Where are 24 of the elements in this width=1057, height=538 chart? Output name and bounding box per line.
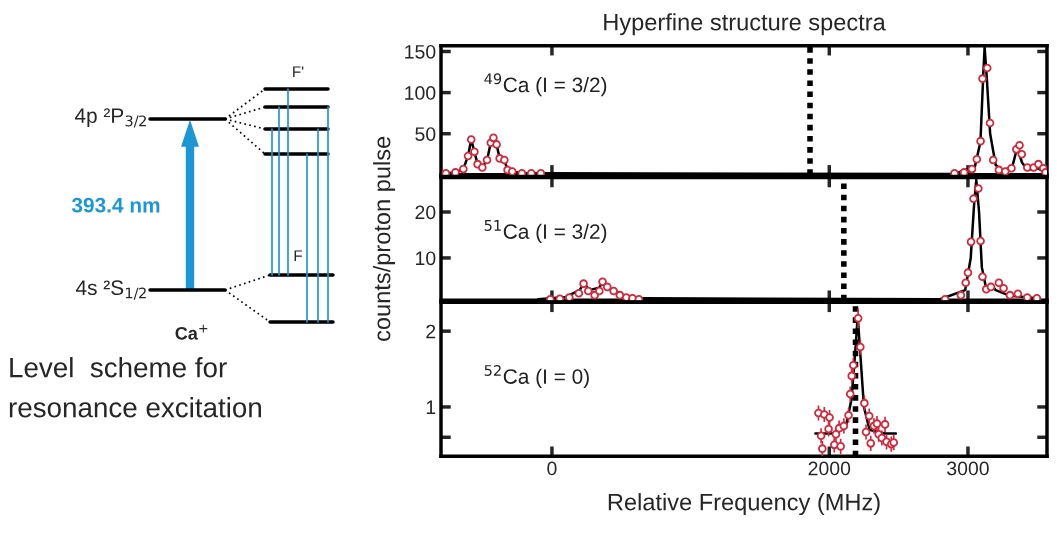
y-tick-label: 2 [426, 324, 436, 339]
text: 4p ²P$_{3/2}$ [74, 108, 146, 128]
text: resonance excitation [9, 397, 261, 418]
text: F' [293, 66, 304, 77]
y-tick-label: 50 [415, 127, 436, 141]
annotation: $^{51}$Ca (I = 3/2) [484, 220, 607, 244]
y-tick-label: 10 [416, 251, 436, 266]
y-tick-label: 150 [405, 44, 436, 59]
x-tick-label: 2000 [808, 461, 851, 476]
y-tick-label: 1 [426, 400, 436, 414]
text: Level scheme for [10, 357, 227, 378]
text: Ca$^{+}$ [175, 324, 208, 340]
x-tick-label: 0 [547, 461, 557, 476]
x-axis-title: Relative Frequency (MHz) [608, 493, 880, 516]
chart-title: Hyperfine structure spectra [604, 13, 886, 36]
annotation: $^{49}$Ca (I = 3/2) [484, 73, 607, 97]
text: 4s ²S$_{1/2}$ [75, 280, 146, 300]
y-tick-label: 20 [415, 205, 436, 220]
annotation: $^{52}$Ca (I = 0) [484, 364, 589, 389]
y-tick-label: 100 [405, 86, 436, 100]
text: F [294, 250, 303, 261]
y-axis-title: counts/proton pulse [373, 136, 396, 341]
text: 393.4 nm [71, 197, 160, 213]
x-tick-label: 3000 [947, 461, 989, 476]
